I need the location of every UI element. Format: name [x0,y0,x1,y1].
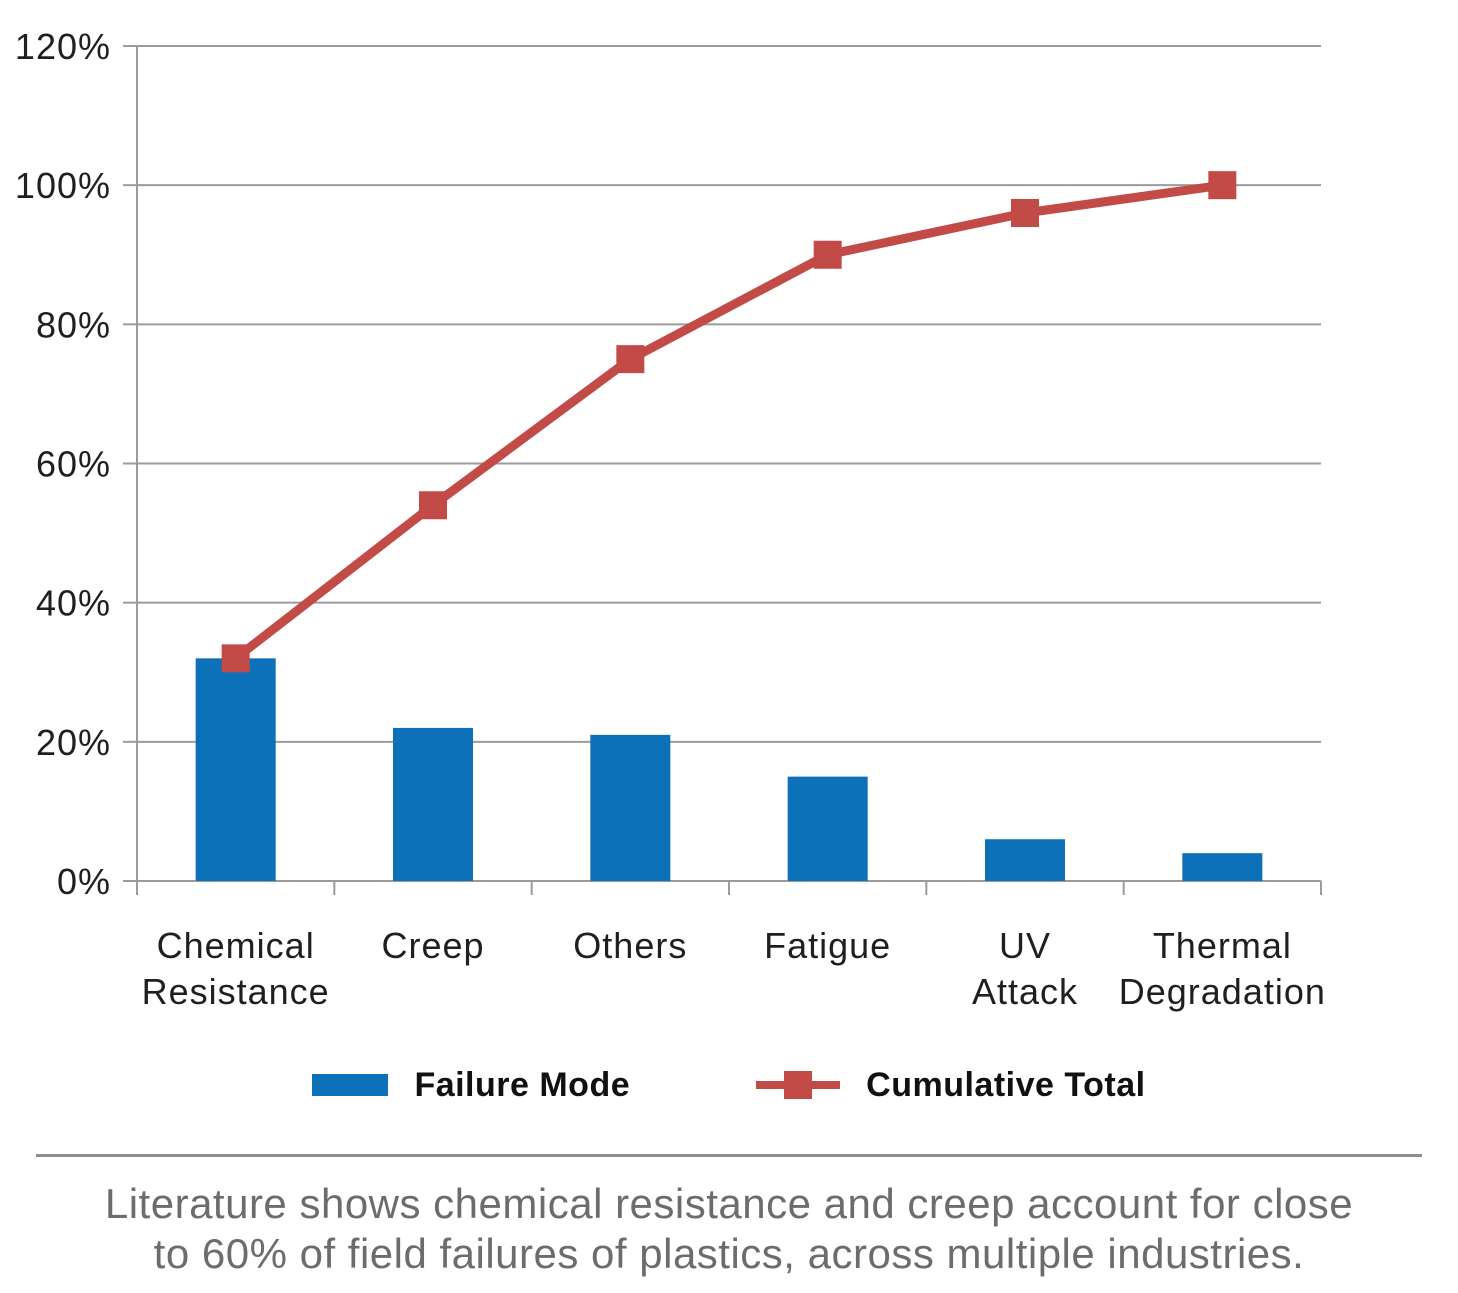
cumulative-marker-uv-attack [1011,199,1039,227]
legend-item-cumulative-total: Cumulative Total [756,1066,1145,1105]
bar-swatch-icon [312,1074,389,1096]
bar-thermal-degradation [1182,853,1263,881]
legend-label-failure-mode: Failure Mode [414,1065,631,1104]
y-axis-tick-label: 20% [36,722,111,763]
cumulative-marker-fatigue [813,240,842,269]
cumulative-marker-creep [419,491,447,520]
y-axis-tick-label: 80% [36,304,111,345]
bar-chemical-resistance [195,658,276,881]
line-marker-swatch-icon [756,1071,841,1099]
bar-others [590,734,671,881]
x-axis-label-thermal-degradation: Thermal Degradation [1119,925,1326,1012]
legend-label-cumulative-total: Cumulative Total [866,1065,1146,1104]
y-axis-tick-label: 100% [15,165,111,206]
cumulative-marker-chemical-resistance [221,644,250,673]
x-axis-label-uv-attack: UV Attack [972,925,1078,1012]
bar-fatigue [787,776,868,881]
pareto-chart: 0% 20% 40% 60% 80% 100% 120% Chemical Resistance… [15,26,1326,1012]
x-axis-label-fatigue: Fatigue [764,925,891,966]
divider-line [36,1154,1422,1157]
x-axis-label-creep: Creep [381,925,484,966]
caption: Literature shows chemical resistance and… [0,1179,1458,1279]
bar-creep [393,727,473,881]
legend-item-failure-mode: Failure Mode [312,1066,630,1105]
cumulative-line [232,180,1223,662]
legend: Failure Mode Cumulative Total [0,1066,1458,1104]
y-axis-tick-label: 0% [57,861,111,902]
x-axis-label-chemical-resistance: Chemical Resistance [142,925,330,1012]
cumulative-marker-others [616,345,645,374]
cumulative-marker-thermal-degradation [1208,171,1237,200]
bar-uv-attack [985,839,1065,881]
y-axis-tick-label: 40% [36,583,111,624]
caption-line-1: Literature shows chemical resistance and… [104,1180,1354,1227]
caption-line-2: to 60% of field failures of plastics, ac… [153,1230,1305,1277]
x-axis-label-others: Others [573,925,687,966]
y-axis-tick-label: 60% [36,444,111,485]
y-axis-tick-label: 120% [15,26,111,67]
